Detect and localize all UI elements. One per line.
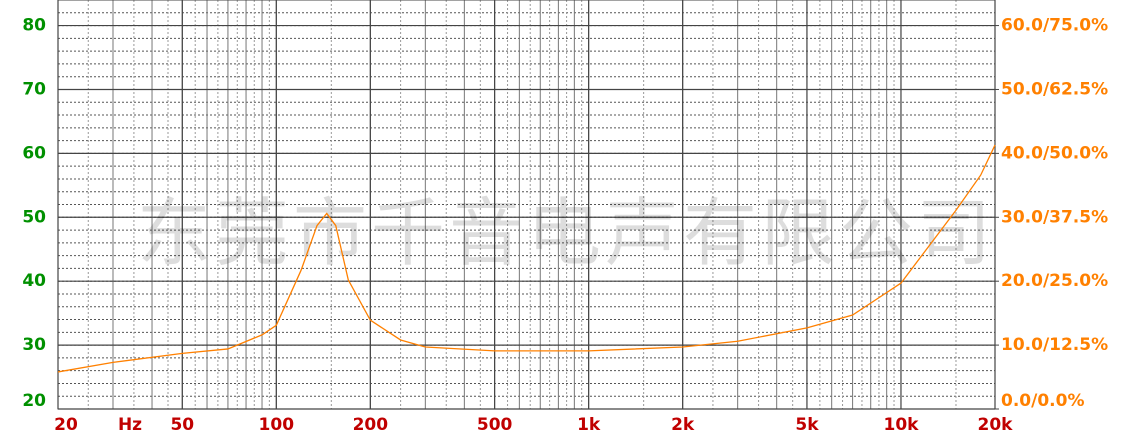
- x-tick-label: 10k: [883, 415, 919, 435]
- x-tick-label: 20: [54, 415, 78, 435]
- watermark: 东莞市千音电声有限公司: [137, 191, 995, 277]
- plot-frame: [57, 0, 996, 410]
- y-tick-label: 50: [22, 207, 46, 227]
- x-tick-label: 2k: [671, 415, 695, 435]
- y-tick-label: 20: [22, 391, 46, 411]
- x-tick-label: 200: [353, 415, 389, 435]
- x-tick-label: 100: [259, 415, 295, 435]
- y2-tick-label: 60.0/75.0%: [1001, 16, 1108, 36]
- data-line: [57, 144, 996, 373]
- x-tick-label: 20k: [978, 415, 1014, 435]
- y-tick-label: 40: [22, 271, 46, 291]
- x-tick-label: 1k: [577, 415, 601, 435]
- x-tick-label: 500: [477, 415, 513, 435]
- y-tick-label: 70: [22, 79, 46, 99]
- y2-tick-label: 40.0/50.0%: [1001, 143, 1108, 163]
- x-tick-label: 5k: [795, 415, 819, 435]
- y2-tick-label: 0.0/0.0%: [1001, 391, 1084, 411]
- y-tick-label: 60: [22, 143, 46, 163]
- x-tick-label: 50: [170, 415, 194, 435]
- y-tick-label: 80: [22, 16, 46, 36]
- y2-tick-label: 10.0/12.5%: [1001, 335, 1108, 355]
- x-axis-label: Hz: [118, 415, 142, 435]
- y2-tick-label: 50.0/62.5%: [1001, 79, 1108, 99]
- y2-tick-label: 20.0/25.0%: [1001, 271, 1108, 291]
- y2-tick-label: 30.0/37.5%: [1001, 207, 1108, 227]
- y-tick-label: 30: [22, 335, 46, 355]
